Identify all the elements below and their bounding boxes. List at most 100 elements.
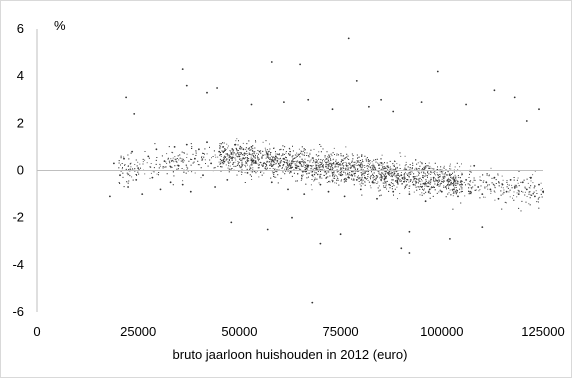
data-point xyxy=(368,160,370,163)
data-point xyxy=(291,156,293,158)
data-point xyxy=(219,158,221,160)
data-point xyxy=(212,156,214,157)
data-point xyxy=(179,154,181,156)
data-point xyxy=(219,145,221,147)
data-point xyxy=(172,159,174,161)
data-point xyxy=(254,162,256,164)
data-point xyxy=(452,172,453,174)
data-point xyxy=(310,168,312,170)
data-point xyxy=(190,164,192,166)
data-point xyxy=(345,164,347,166)
data-point xyxy=(350,174,352,176)
data-point xyxy=(414,184,416,186)
data-point xyxy=(487,184,488,186)
data-point xyxy=(530,177,532,179)
data-point xyxy=(469,183,470,185)
data-point xyxy=(264,154,266,156)
data-point xyxy=(534,185,536,187)
data-point xyxy=(229,155,231,157)
data-point xyxy=(292,159,294,161)
data-point xyxy=(503,189,505,191)
data-point xyxy=(284,146,286,148)
data-point xyxy=(488,184,490,186)
data-point xyxy=(165,161,167,163)
data-point xyxy=(250,159,252,161)
data-point xyxy=(394,164,395,166)
data-point xyxy=(333,163,335,164)
data-point xyxy=(449,168,450,170)
data-point xyxy=(449,165,451,167)
data-point xyxy=(342,167,344,168)
data-point xyxy=(334,182,336,184)
data-point xyxy=(219,154,221,156)
data-point xyxy=(319,183,322,186)
data-point xyxy=(461,183,463,186)
data-point xyxy=(268,157,270,158)
data-point xyxy=(241,164,243,166)
data-point xyxy=(337,179,339,181)
data-point xyxy=(409,164,411,166)
data-point xyxy=(449,238,451,240)
data-point xyxy=(315,164,317,166)
data-point xyxy=(185,84,188,87)
data-point xyxy=(447,182,449,184)
data-point xyxy=(455,187,457,188)
data-point xyxy=(289,165,291,167)
data-point xyxy=(253,159,255,161)
data-point xyxy=(388,174,390,176)
data-point xyxy=(330,153,332,155)
data-point xyxy=(397,198,398,200)
data-point xyxy=(512,197,513,199)
y-tick-label: 2 xyxy=(17,115,24,130)
data-point xyxy=(155,163,157,165)
data-point xyxy=(246,157,248,159)
data-point xyxy=(282,158,284,160)
data-point xyxy=(140,167,141,169)
data-point xyxy=(346,156,348,158)
data-point xyxy=(409,185,411,187)
data-point xyxy=(528,193,530,195)
data-point xyxy=(219,147,221,149)
data-point xyxy=(271,166,273,167)
data-point xyxy=(460,191,462,193)
data-point xyxy=(245,166,247,168)
data-point xyxy=(316,164,318,166)
data-point xyxy=(408,185,410,187)
data-point xyxy=(174,156,176,158)
data-point xyxy=(223,150,225,152)
data-point xyxy=(403,181,405,183)
data-point xyxy=(356,160,358,162)
data-point xyxy=(136,165,138,167)
data-point xyxy=(304,158,306,160)
data-point xyxy=(307,166,309,168)
data-point xyxy=(459,188,461,190)
data-point xyxy=(459,177,461,179)
data-point xyxy=(319,174,321,176)
data-point xyxy=(436,180,438,182)
data-point xyxy=(235,147,237,149)
data-point xyxy=(415,181,417,183)
data-point xyxy=(358,165,360,166)
data-point xyxy=(407,166,409,168)
data-point xyxy=(386,167,388,169)
data-point xyxy=(231,152,232,154)
x-axis-title: bruto jaarloon huishouden in 2012 (euro) xyxy=(173,347,408,362)
data-point xyxy=(254,153,255,155)
data-point xyxy=(393,169,395,171)
data-point xyxy=(443,176,445,178)
data-point xyxy=(283,154,285,155)
data-point xyxy=(218,150,221,153)
data-point xyxy=(300,161,302,163)
data-point xyxy=(274,155,276,157)
data-point xyxy=(149,177,151,179)
data-point xyxy=(294,154,296,156)
data-point xyxy=(249,167,251,169)
data-point xyxy=(300,180,302,181)
data-point xyxy=(380,176,382,178)
data-point xyxy=(450,184,452,186)
data-point xyxy=(425,167,427,169)
data-point xyxy=(353,179,355,181)
data-point xyxy=(228,171,230,173)
data-point xyxy=(214,186,217,188)
data-point xyxy=(446,179,448,181)
